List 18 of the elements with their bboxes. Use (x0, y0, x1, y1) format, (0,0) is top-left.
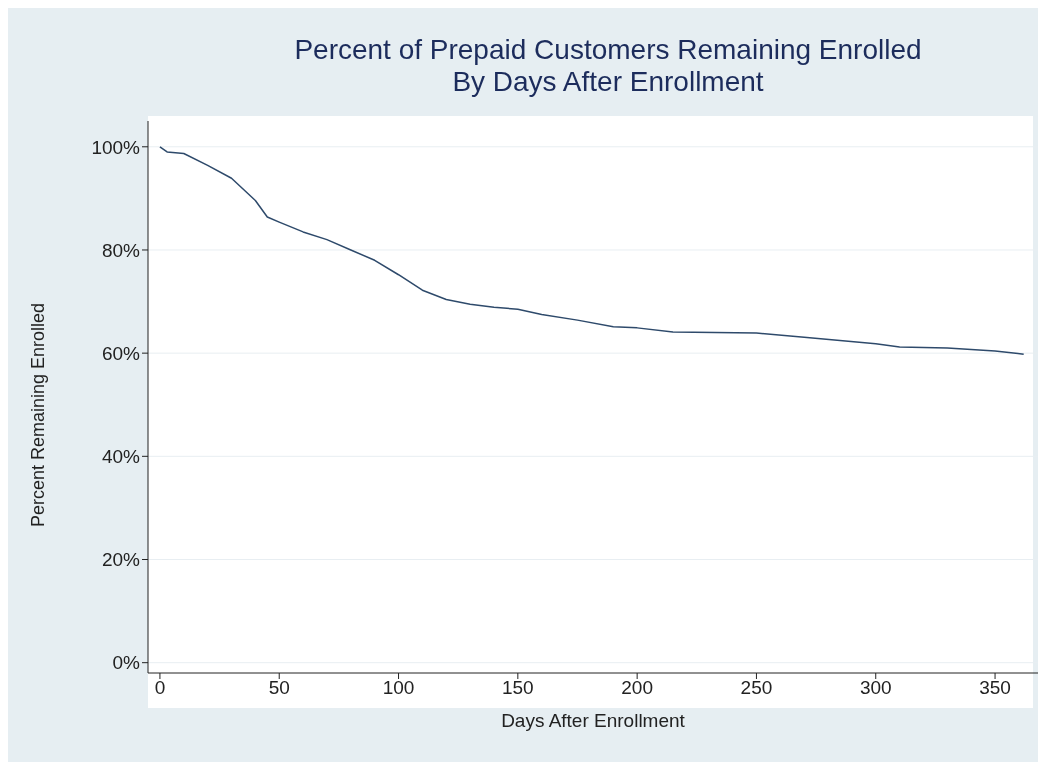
x-tick-label: 50 (268, 677, 290, 699)
x-tick-label: 200 (621, 677, 653, 699)
x-tick-label: 250 (740, 677, 773, 699)
y-tick-label: 80% (101, 239, 141, 261)
y-tick-label: 40% (101, 446, 141, 468)
y-tick-label: 100% (91, 136, 141, 158)
y-tick-label: 20% (101, 549, 141, 571)
chart-title: Percent of Prepaid Customers Remaining Enrolled By Days After Enrollment (293, 34, 923, 98)
x-axis-title: Days After Enrollment (501, 710, 686, 731)
y-tick-label: 60% (101, 342, 141, 364)
x-tick-label: 0 (154, 677, 166, 699)
x-tick-label: 300 (859, 677, 892, 699)
y-tick-label: 0% (112, 652, 141, 674)
x-tick-label: 350 (979, 677, 1011, 699)
line-series (159, 146, 1025, 355)
x-tick-label: 150 (501, 677, 534, 699)
x-tick-label: 100 (382, 677, 415, 699)
y-axis-title: Percent Remaining Enrolled (28, 302, 49, 527)
